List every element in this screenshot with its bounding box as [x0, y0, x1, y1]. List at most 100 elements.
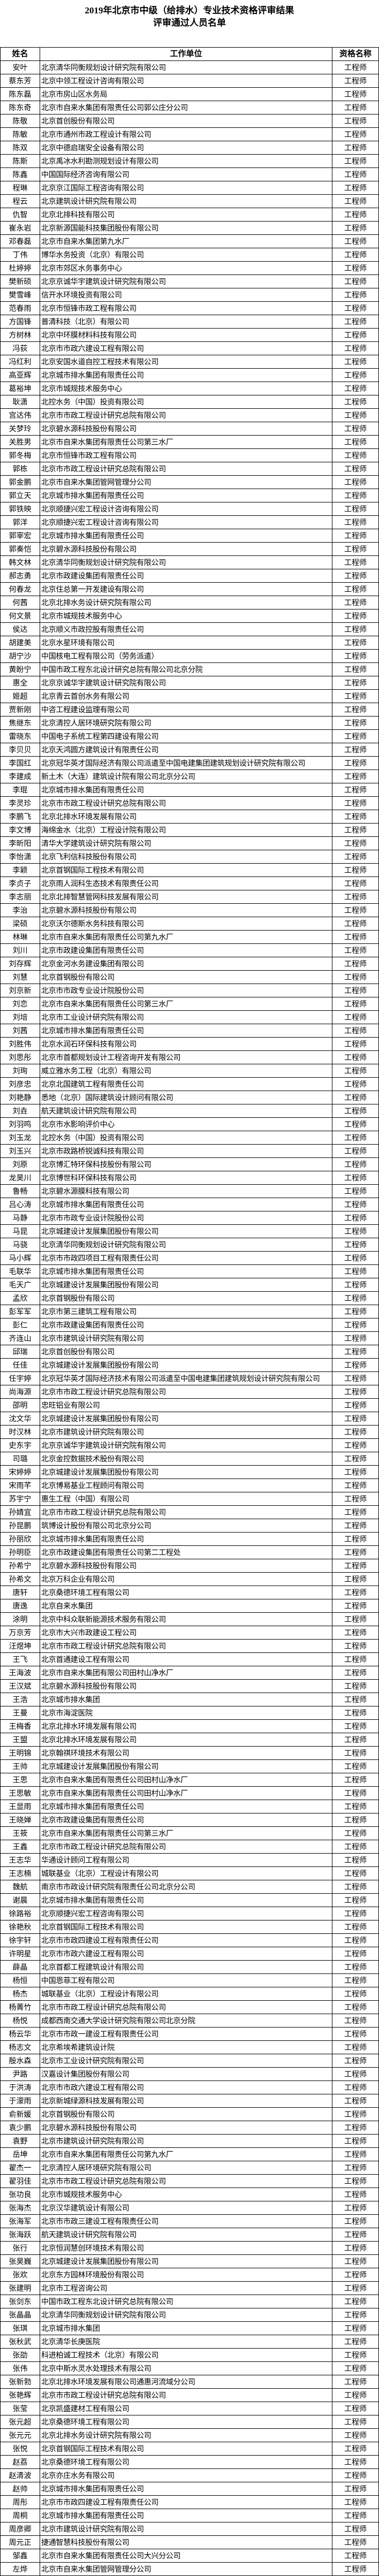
cell-employer: 北京翰祺环境技术有限公司 [40, 1746, 332, 1760]
cell-qualification: 工程师 [332, 1452, 379, 1466]
cell-qualification: 工程师 [332, 756, 379, 770]
cell-qualification: 工程师 [332, 435, 379, 449]
cell-name: 杨志文 [0, 2040, 40, 2054]
cell-qualification: 工程师 [332, 1813, 379, 1827]
cell-qualification: 工程师 [332, 1719, 379, 1733]
cell-employer: 筑博设计股份有限公司北京分公司 [40, 1519, 332, 1533]
cell-name: 刘思彤 [0, 1050, 40, 1064]
cell-employer: 北京首创股份有限公司 [40, 114, 332, 128]
cell-employer: 北京清华长庚医院 [40, 2335, 332, 2349]
table-row: 张建明 北京市工程咨询公司 工程师 [0, 2281, 379, 2295]
cell-qualification: 工程师 [332, 769, 379, 783]
cell-employer: 北京城市排水集团有限责任公司 [40, 2482, 332, 2496]
table-row: 彭军军 北京市第三建筑工程有限公司 工程师 [0, 1305, 379, 1319]
cell-name: 王思 [0, 1773, 40, 1787]
cell-employer: 北京北排水环境发展有限公司 [40, 1719, 332, 1733]
cell-qualification: 工程师 [332, 1198, 379, 1211]
cell-qualification: 工程师 [332, 2014, 379, 2028]
cell-qualification: 工程师 [332, 863, 379, 877]
cell-qualification: 工程师 [332, 248, 379, 262]
cell-qualification: 工程师 [332, 1893, 379, 1907]
cell-name: 陈敬 [0, 114, 40, 128]
table-row: 刘恋 北京市自来水集团有限责任公司第三水厂 工程师 [0, 997, 379, 1011]
cell-employer: 悉地（北京）国际建筑设计顾问有限公司 [40, 1091, 332, 1104]
table-row: 王思敏 北京市自来水集团有限责任公司田村山净水厂 工程师 [0, 1786, 379, 1800]
cell-name: 谢晨 [0, 1893, 40, 1907]
table-row: 杨菁竹 北京市市政工程设计研究总院有限公司 工程师 [0, 2000, 379, 2014]
cell-qualification: 工程师 [332, 662, 379, 676]
cell-employer: 北京水润石环保科技有限公司 [40, 1037, 332, 1051]
cell-name: 任佳 [0, 1358, 40, 1372]
table-row: 王志楠 城联基业（北京）工程设计有限公司 工程师 [0, 1866, 379, 1880]
cell-employer: 北京市自来水集团有限责任公司田村山净水厂 [40, 1773, 332, 1787]
cell-employer: 北京北排水环境发展有限公司通惠河流域分公司 [40, 2375, 332, 2389]
cell-employer: 北京碧水源科技股份有限公司 [40, 2121, 332, 2135]
cell-name: 郭冬梅 [0, 448, 40, 462]
cell-qualification: 工程师 [332, 1773, 379, 1787]
cell-employer: 北控水务（中国）投资有限公司 [40, 395, 332, 409]
cell-qualification: 工程师 [332, 1693, 379, 1706]
cell-employer: 北京城市排水集团有限责任公司 [40, 489, 332, 502]
cell-qualification: 工程师 [332, 1331, 379, 1345]
cell-employer: 北京市市政专业设计院股份公司 [40, 1211, 332, 1225]
cell-name: 张元元 [0, 2428, 40, 2442]
cell-employer: 北控水务（中国）投资有限公司 [40, 1131, 332, 1145]
table-row: 张伟 北京中斯水灵水处理技术有限公司 工程师 [0, 2361, 379, 2375]
table-row: 孙希文 北京万科企业有限公司 工程师 [0, 1572, 379, 1586]
cell-name: 李志丽 [0, 890, 40, 904]
cell-employer: 北京碧水源科技股份有限公司 [40, 1679, 332, 1693]
cell-name: 徐路裕 [0, 1907, 40, 1920]
cell-name: 翟羽佳 [0, 2174, 40, 2188]
cell-name: 侯达 [0, 622, 40, 636]
cell-qualification: 工程师 [332, 703, 379, 717]
table-row: 张艳辉 北京市市政工程设计研究总院有限公司 工程师 [0, 2388, 379, 2402]
cell-qualification: 工程师 [332, 1532, 379, 1546]
cell-employer: 北京碧水源科技股份有限公司 [40, 903, 332, 917]
cell-employer: 北京市建筑设计研究院有限公司 [40, 1425, 332, 1439]
table-row: 程云 北京建筑设计研究院有限公司 工程师 [0, 194, 379, 208]
cell-employer: 北京城市排水集团 [40, 1693, 332, 1706]
table-row: 崔永岩 北京新源国能科技集团股份有限公司 工程师 [0, 221, 379, 235]
cell-name: 刘玉兴 [0, 1144, 40, 1158]
table-row: 丁伟 博华水务投资（北京）有限公司 工程师 [0, 248, 379, 262]
cell-employer: 北京清华同衡规划设计研究院有限公司 [40, 2308, 332, 2322]
cell-qualification: 工程师 [332, 850, 379, 864]
table-row: 郭金鹏 北京市自来水集团管网管理分公司 工程师 [0, 475, 379, 489]
cell-qualification: 工程师 [332, 275, 379, 288]
cell-name: 袁少鹏 [0, 2121, 40, 2135]
title-line-1: 2019年北京市中级（给排水）专业技术资格评审结果 [85, 5, 294, 16]
cell-name: 郭立天 [0, 489, 40, 502]
cell-qualification: 工程师 [332, 1264, 379, 1278]
cell-qualification: 工程师 [332, 743, 379, 757]
cell-name: 孙明臣 [0, 1545, 40, 1559]
table-row: 张晶晶 北京清华同衡规划设计研究院有限公司 工程师 [0, 2308, 379, 2322]
cell-qualification: 工程师 [332, 1545, 379, 1559]
cell-qualification: 工程师 [332, 154, 379, 168]
table-row: 张剑东 中国市政工程东北设计研究总院有限公司 工程师 [0, 2295, 379, 2308]
cell-employer: 中国市政工程东北设计研究总院有限公司北京分院 [40, 662, 332, 676]
cell-name: 张劭 [0, 2348, 40, 2362]
cell-qualification: 工程师 [332, 1318, 379, 1332]
cell-employer: 北京市市政工程设计研究总院有限公司 [40, 2000, 332, 2014]
cell-employer: 北京市自来水集团管网管理分公司 [40, 475, 332, 489]
header-qualification: 资格名称 [332, 47, 379, 61]
cell-employer: 北京市通州市政工程设计有限公司 [40, 127, 332, 141]
cell-qualification: 工程师 [332, 208, 379, 222]
cell-qualification: 工程师 [332, 2562, 379, 2576]
cell-name: 雷晓东 [0, 729, 40, 743]
cell-qualification: 工程师 [332, 2027, 379, 2041]
table-row: 徐艳秋 北京首钢国际工程技术有限公司 工程师 [0, 1920, 379, 1934]
cell-qualification: 工程师 [332, 2067, 379, 2081]
table-row: 鲁畅 北京碧水源膜科技有限公司 工程师 [0, 1184, 379, 1198]
cell-employer: 北京城市排水集团有限责任公司 [40, 2509, 332, 2522]
cell-employer: 北京清华同衡规划设计研究院有限公司 [40, 555, 332, 569]
cell-qualification: 工程师 [332, 60, 379, 74]
table-row: 张秋武 北京清华长庚医院 工程师 [0, 2335, 379, 2349]
cell-qualification: 工程师 [332, 1104, 379, 1118]
cell-name: 周彤 [0, 2495, 40, 2509]
cell-qualification: 工程师 [332, 87, 379, 101]
cell-name: 何文景 [0, 609, 40, 623]
cell-qualification: 工程师 [332, 101, 379, 115]
cell-employer: 北京市政建设集团有限责任公司 [40, 1813, 332, 1827]
cell-qualification: 工程师 [332, 1907, 379, 1920]
